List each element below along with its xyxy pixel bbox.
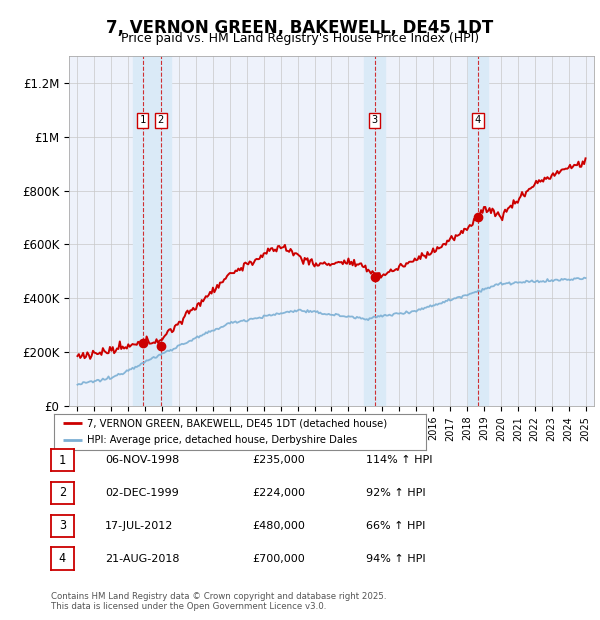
Text: 114% ↑ HPI: 114% ↑ HPI [366, 455, 433, 465]
Text: £235,000: £235,000 [252, 455, 305, 465]
Text: 4: 4 [475, 115, 481, 125]
Text: £480,000: £480,000 [252, 521, 305, 531]
Text: 2: 2 [59, 487, 66, 499]
Bar [364, 56, 385, 406]
Text: 7, VERNON GREEN, BAKEWELL, DE45 1DT (detached house): 7, VERNON GREEN, BAKEWELL, DE45 1DT (det… [88, 418, 388, 428]
Text: 2: 2 [158, 115, 164, 125]
Text: Price paid vs. HM Land Registry's House Price Index (HPI): Price paid vs. HM Land Registry's House … [121, 32, 479, 45]
Text: 92% ↑ HPI: 92% ↑ HPI [366, 488, 425, 498]
Text: This data is licensed under the Open Government Licence v3.0.: This data is licensed under the Open Gov… [51, 602, 326, 611]
Text: 94% ↑ HPI: 94% ↑ HPI [366, 554, 425, 564]
Text: £224,000: £224,000 [252, 488, 305, 498]
Bar [133, 56, 153, 406]
Text: 66% ↑ HPI: 66% ↑ HPI [366, 521, 425, 531]
Text: 06-NOV-1998: 06-NOV-1998 [105, 455, 179, 465]
Bar [467, 56, 488, 406]
Bar [151, 56, 171, 406]
Text: 3: 3 [59, 520, 66, 532]
Text: 02-DEC-1999: 02-DEC-1999 [105, 488, 179, 498]
Text: 4: 4 [59, 552, 66, 565]
Text: 21-AUG-2018: 21-AUG-2018 [105, 554, 179, 564]
Text: Contains HM Land Registry data © Crown copyright and database right 2025.: Contains HM Land Registry data © Crown c… [51, 592, 386, 601]
Text: 1: 1 [140, 115, 146, 125]
Text: 17-JUL-2012: 17-JUL-2012 [105, 521, 173, 531]
Text: 7, VERNON GREEN, BAKEWELL, DE45 1DT: 7, VERNON GREEN, BAKEWELL, DE45 1DT [106, 19, 494, 37]
Text: £700,000: £700,000 [252, 554, 305, 564]
Text: 3: 3 [371, 115, 377, 125]
Text: HPI: Average price, detached house, Derbyshire Dales: HPI: Average price, detached house, Derb… [88, 435, 358, 445]
Text: 1: 1 [59, 454, 66, 466]
